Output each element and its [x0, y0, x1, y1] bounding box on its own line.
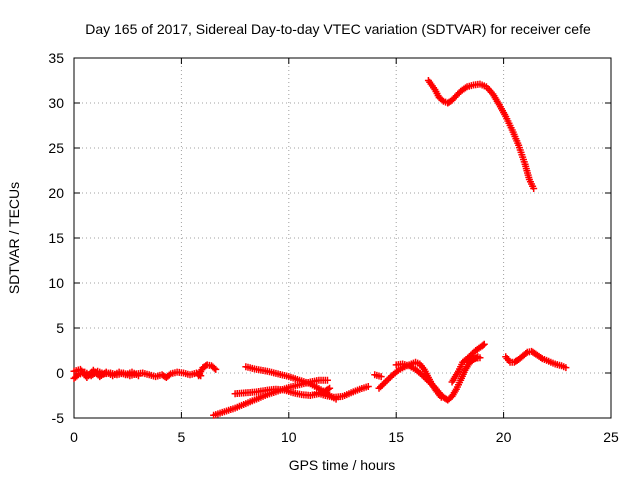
series-layer — [70, 77, 570, 419]
series-arc-11 — [448, 340, 488, 386]
data-point — [210, 364, 218, 372]
y-tick-label: 35 — [48, 50, 64, 66]
x-tick-label: 0 — [70, 429, 78, 445]
series-arc-7 — [313, 383, 372, 401]
series-arc-2 — [70, 365, 142, 381]
data-point — [480, 340, 488, 348]
y-tick-label: 20 — [48, 185, 64, 201]
data-point — [562, 364, 570, 372]
series-arc-14 — [502, 347, 570, 372]
y-tick-label: 15 — [48, 230, 64, 246]
series-arc-12 — [463, 354, 484, 364]
y-tick-label: 10 — [48, 275, 64, 291]
data-point — [438, 96, 446, 104]
x-tick-label: 20 — [496, 429, 512, 445]
y-axis-label: SDTVAR / TECUs — [6, 182, 22, 294]
data-point — [476, 354, 484, 362]
x-tick-label: 25 — [603, 429, 619, 445]
data-point — [530, 185, 538, 192]
data-point — [326, 384, 334, 392]
series-arc-13 — [424, 77, 538, 192]
y-tick-label: -5 — [52, 410, 65, 426]
data-point — [522, 350, 530, 357]
data-point — [134, 372, 142, 380]
ticks-layer: 0 5 10 15 20 25 -5 0 5 10 15 20 25 30 35 — [48, 50, 619, 445]
data-point — [364, 383, 372, 390]
y-tick-label: 30 — [48, 95, 64, 111]
x-tick-label: 5 — [178, 429, 186, 445]
chart-title: Day 165 of 2017, Sidereal Day-to-day VTE… — [85, 21, 591, 37]
x-tick-label: 10 — [281, 429, 297, 445]
x-tick-label: 15 — [388, 429, 404, 445]
data-point — [377, 373, 385, 381]
grid-layer — [74, 58, 611, 418]
x-axis-label: GPS time / hours — [289, 457, 396, 473]
series-arc-3 — [195, 361, 220, 380]
series-arc-8 — [371, 371, 385, 381]
data-point — [165, 371, 173, 379]
data-point — [323, 376, 331, 384]
y-tick-label: 5 — [56, 320, 64, 336]
y-tick-label: 0 — [56, 365, 64, 381]
y-tick-label: 25 — [48, 140, 64, 156]
data-point — [212, 365, 220, 373]
data-point — [479, 341, 487, 349]
